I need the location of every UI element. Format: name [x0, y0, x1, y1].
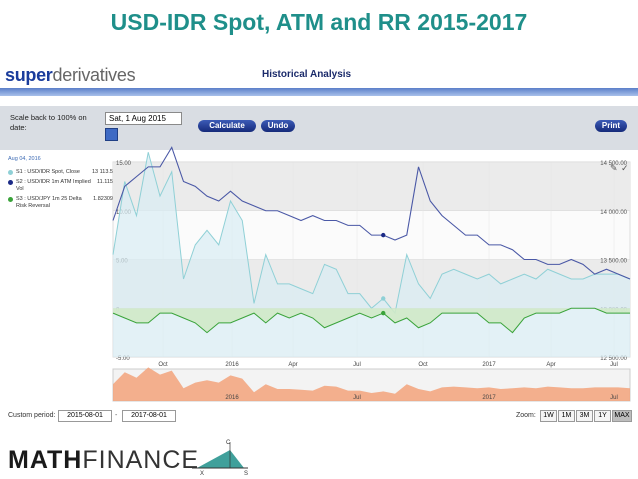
page-title: Historical Analysis: [262, 69, 352, 80]
zoom-max-button[interactable]: MAX: [612, 410, 632, 422]
navigator-tick-label: 2017: [482, 395, 496, 401]
superderivatives-app: superderivatives Historical Analysis Sca…: [0, 61, 638, 431]
period-separator: -: [115, 412, 118, 419]
legend-item-s1[interactable]: S1 : USD/IDR Spot, Close 13 113.5: [8, 169, 113, 176]
navigator-series-area: [113, 367, 630, 401]
navigator-tick-label: 2016: [225, 395, 239, 401]
legend-dot-s2: [8, 180, 13, 185]
check-icon[interactable]: ✓: [621, 164, 629, 174]
x-tick-label: Apr: [288, 362, 297, 368]
legend-value-s3: 1.82309: [93, 196, 113, 202]
brand-light-text: FINANCE: [82, 446, 200, 474]
edit-icon[interactable]: ✎: [610, 164, 618, 174]
legend-label-s1: S1 : USD/IDR Spot, Close: [16, 169, 80, 175]
toolbar: Scale back to 100% on date: Sat, 1 Aug 2…: [0, 106, 638, 150]
series-rr-line: [112, 307, 630, 334]
navigator-tick-label: Jul: [353, 395, 361, 401]
x-tick-label: Jul: [353, 362, 361, 368]
legend-date: Aug 04, 2016: [8, 156, 41, 162]
legend-label-s2: S2 : USD/IDR 1m ATM Implied Vol: [16, 179, 91, 192]
header-bar: [0, 88, 638, 96]
mathfinance-logo: MATHFINANCE: [8, 446, 199, 475]
slide-title: USD-IDR Spot, ATM and RR 2015-2017: [110, 9, 528, 35]
legend-value-s2: 11.115: [96, 179, 113, 185]
zoom-1m-button[interactable]: 1M: [558, 410, 575, 422]
left-tick-label: -5.00: [116, 356, 130, 362]
legend-dot-s1: [8, 170, 13, 175]
superderivatives-logo: superderivatives: [5, 65, 136, 86]
payoff-triangle-icon: C X S: [192, 440, 248, 476]
legend-item-s3[interactable]: S3 : USD/JPY 1m 25 Delta Risk Reversal 1…: [8, 196, 113, 210]
x-tick-label: Apr: [546, 362, 555, 368]
period-bar: Custom period: 2015-08-01 - 2017-08-01 Z…: [0, 409, 638, 427]
brand-bold-text: MATH: [8, 446, 83, 474]
x-tick-label: Oct: [418, 362, 428, 368]
legend-value-s1: 13 113.5: [91, 169, 113, 175]
zoom-1w-button[interactable]: 1W: [540, 410, 557, 422]
logo-c-label: C: [226, 440, 231, 446]
period-start-input[interactable]: 2015-08-01: [58, 410, 112, 422]
calculate-button[interactable]: Calculate: [198, 120, 256, 132]
chart-legend: Aug 04, 2016 S1 : USD/IDR Spot, Close 13…: [8, 156, 113, 213]
series-spot-marker: [381, 296, 386, 301]
scale-date-input[interactable]: Sat, 1 Aug 2015: [105, 112, 182, 125]
x-tick-label: 2016: [225, 362, 239, 368]
logo-bold-text: super: [5, 65, 53, 85]
series-rr-marker: [381, 310, 386, 316]
calendar-icon[interactable]: [105, 128, 118, 141]
left-tick-label: 15.00: [116, 161, 132, 167]
undo-button[interactable]: Undo: [261, 120, 295, 132]
right-tick-label: 12 500.00: [600, 356, 627, 362]
series-rr-area: [113, 308, 630, 333]
zoom-label: Zoom:: [516, 412, 536, 419]
zoom-1y-button[interactable]: 1Y: [594, 410, 611, 422]
navigator-tick-label: Jul: [610, 395, 618, 401]
series-spot-area: [113, 152, 630, 357]
print-button[interactable]: Print: [595, 120, 627, 132]
x-tick-label: 2017: [482, 362, 496, 368]
legend-item-s2[interactable]: S2 : USD/IDR 1m ATM Implied Vol 11.115: [8, 179, 113, 193]
legend-dot-s3: [8, 197, 13, 202]
series-vol-marker: [381, 232, 386, 238]
logo-light-text: derivatives: [52, 65, 136, 85]
series-vol-line: [112, 146, 631, 280]
scale-back-label: Scale back to 100% on date:: [10, 113, 87, 132]
logo-s-label: S: [244, 471, 248, 476]
zoom-3m-button[interactable]: 3M: [576, 410, 593, 422]
period-end-input[interactable]: 2017-08-01: [122, 410, 176, 422]
custom-period-label: Custom period:: [8, 412, 56, 419]
x-tick-label: Jul: [610, 362, 618, 368]
plot-band-0: [113, 162, 630, 211]
x-tick-label: Oct: [158, 362, 168, 368]
legend-label-s3: S3 : USD/JPY 1m 25 Delta Risk Reversal: [16, 196, 82, 209]
logo-x-label: X: [200, 471, 204, 476]
